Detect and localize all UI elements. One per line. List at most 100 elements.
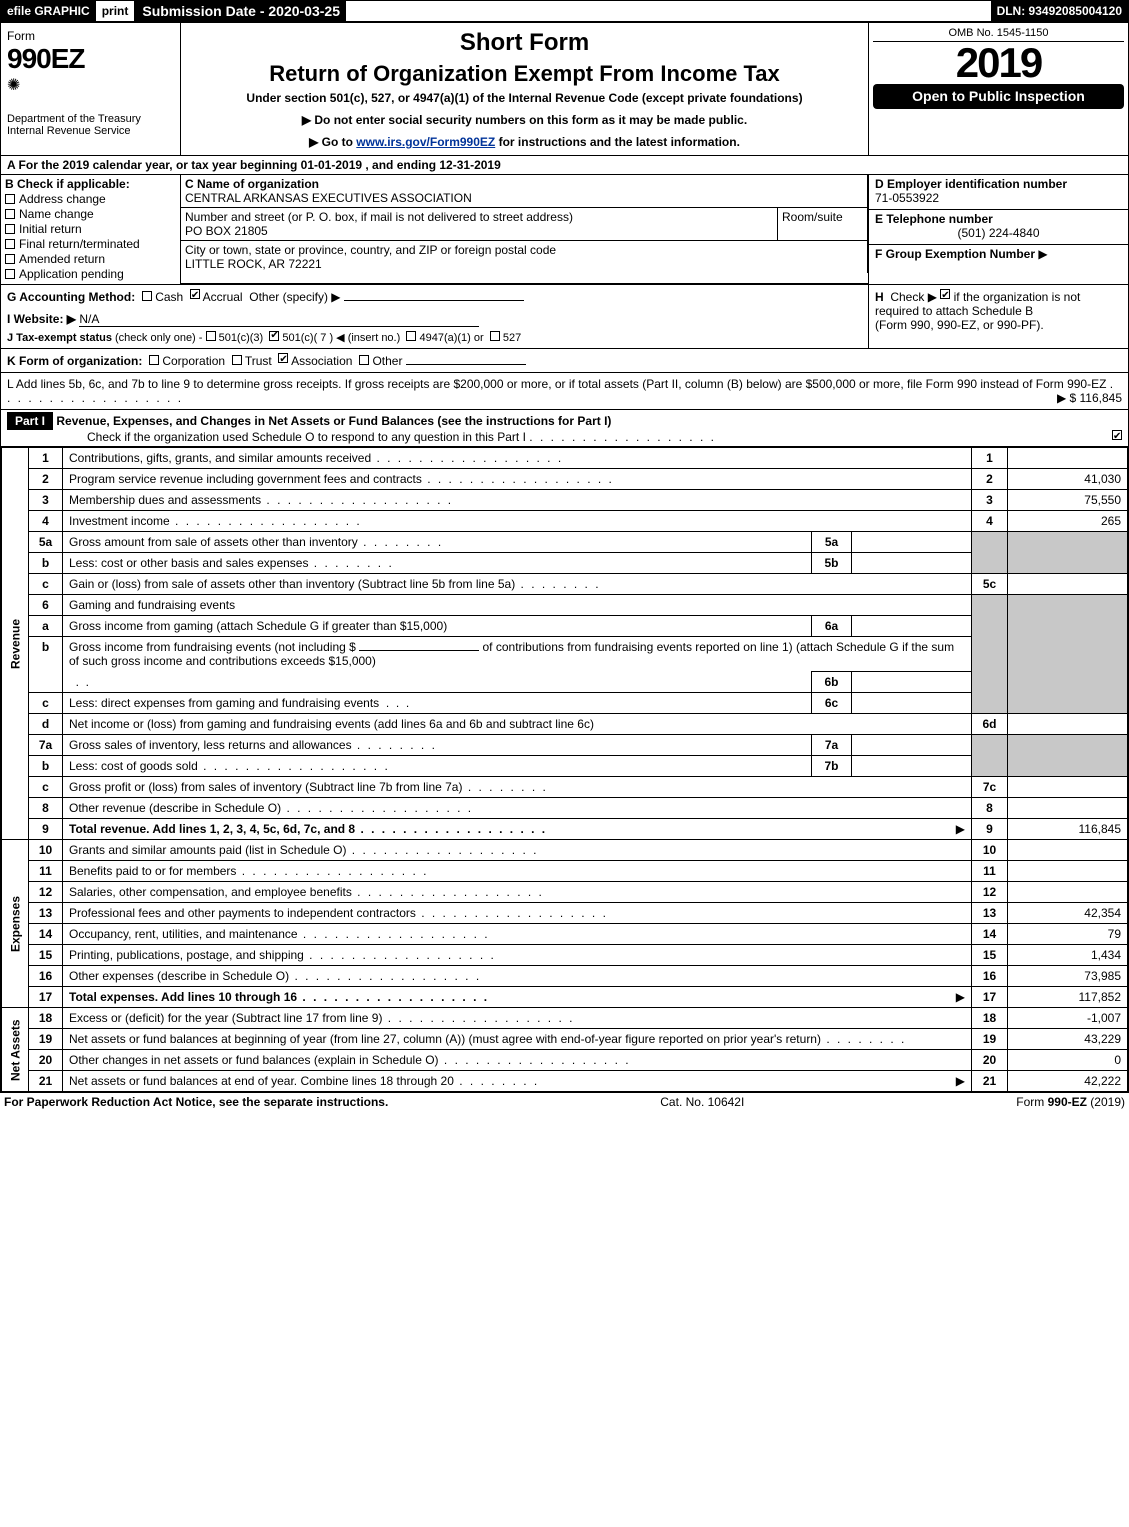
chk-application-pending[interactable] [5, 269, 15, 279]
spacer [346, 1, 991, 21]
line-19-amt: 43,229 [1008, 1029, 1128, 1050]
i-website: N/A [79, 312, 479, 327]
line-6c-num: c [29, 693, 63, 714]
line-5b-text: Less: cost or other basis and sales expe… [69, 556, 394, 570]
line-19-text: Net assets or fund balances at beginning… [69, 1032, 906, 1046]
line-11-amt [1008, 861, 1128, 882]
line-8-num: 8 [29, 798, 63, 819]
line-10-num: 10 [29, 840, 63, 861]
form-table: Form 990EZ ✺ Department of the Treasury … [0, 22, 1129, 1093]
chk-cash[interactable] [142, 291, 152, 301]
line-7b-text: Less: cost of goods sold [69, 759, 390, 773]
chk-trust[interactable] [232, 355, 242, 365]
part1-header: Part I Revenue, Expenses, and Changes in… [1, 410, 1129, 447]
chk-address-change[interactable] [5, 194, 15, 204]
line-6c-text: Less: direct expenses from gaming and fu… [69, 696, 379, 710]
line-6-desc: Gaming and fundraising events [63, 595, 972, 616]
c-street-value: PO BOX 21805 [185, 224, 268, 238]
section-b-title: B Check if applicable: [5, 177, 176, 191]
footer-cat: Cat. No. 10642I [660, 1095, 744, 1109]
note-ssn: ▶ Do not enter social security numbers o… [191, 113, 858, 127]
form-number: 990EZ [7, 43, 174, 75]
line-13-text: Professional fees and other payments to … [69, 906, 608, 920]
line-11-text: Benefits paid to or for members [69, 864, 428, 878]
grey-cell [1008, 735, 1128, 777]
line-9-num: 9 [29, 819, 63, 840]
line-6b-subamt [852, 672, 972, 693]
line-13-desc: Professional fees and other payments to … [63, 903, 972, 924]
chk-initial-return[interactable] [5, 224, 15, 234]
short-form-title: Short Form [191, 29, 858, 57]
line-16-r: 16 [972, 966, 1008, 987]
chk-amended-return[interactable] [5, 254, 15, 264]
chk-final-return[interactable] [5, 239, 15, 249]
line-11-desc: Benefits paid to or for members [63, 861, 972, 882]
line-18-text: Excess or (deficit) for the year (Subtra… [69, 1011, 574, 1025]
chk-501c3[interactable] [206, 331, 216, 341]
c-street-label: Number and street (or P. O. box, if mail… [185, 210, 573, 224]
irs-link[interactable]: www.irs.gov/Form990EZ [356, 135, 495, 149]
line-1-num: 1 [29, 448, 63, 469]
irs-icon: ✺ [7, 75, 174, 95]
line-14-desc: Occupancy, rent, utilities, and maintena… [63, 924, 972, 945]
chk-501c[interactable] [269, 331, 279, 341]
department-label: Department of the Treasury [7, 113, 174, 125]
other-specify-field[interactable] [344, 300, 524, 301]
line-10-r: 10 [972, 840, 1008, 861]
line-6b-text1: Gross income from fundraising events (no… [69, 640, 356, 654]
line-16-text: Other expenses (describe in Schedule O) [69, 969, 481, 983]
chk-527[interactable] [490, 331, 500, 341]
chk-accrual[interactable] [190, 289, 200, 299]
chk-name-change[interactable] [5, 209, 15, 219]
triangle-icon: ▶ [956, 990, 965, 1004]
line-14-num: 14 [29, 924, 63, 945]
line-6b-cont: . . [63, 672, 812, 693]
lbl-501c: 501(c)( 7 ) ◀ (insert no.) [282, 332, 400, 344]
line-6b-blank[interactable] [359, 650, 479, 651]
h-check-text: Check ▶ [890, 290, 937, 304]
line-6b-num: b [29, 637, 63, 693]
line-4-num: 4 [29, 511, 63, 532]
grey-cell [972, 532, 1008, 574]
line-5a-num: 5a [29, 532, 63, 553]
print-button[interactable]: print [96, 1, 137, 21]
footer-left: For Paperwork Reduction Act Notice, see … [4, 1095, 388, 1109]
row-h: H Check ▶ if the organization is not req… [869, 285, 1129, 349]
chk-4947[interactable] [406, 331, 416, 341]
line-7c-amt [1008, 777, 1128, 798]
form-label: Form [7, 29, 174, 43]
note-goto-post: for instructions and the latest informat… [499, 135, 740, 149]
line-19-desc: Net assets or fund balances at beginning… [63, 1029, 972, 1050]
chk-schedule-o[interactable] [1112, 430, 1122, 440]
chk-association[interactable] [278, 353, 288, 363]
line-5b-num: b [29, 553, 63, 574]
line-5b-subnum: 5b [812, 553, 852, 574]
dots [529, 430, 716, 444]
dln: DLN: 93492085004120 [991, 1, 1128, 21]
line-18-num: 18 [29, 1008, 63, 1029]
line-17-text: Total expenses. Add lines 10 through 16 [69, 990, 489, 1004]
lbl-application-pending: Application pending [19, 267, 124, 281]
line-7a-num: 7a [29, 735, 63, 756]
grey-cell [1008, 595, 1128, 714]
lbl-accrual: Accrual [203, 290, 243, 304]
line-14-r: 14 [972, 924, 1008, 945]
l-text: L Add lines 5b, 6c, and 7b to line 9 to … [7, 377, 1106, 391]
line-15-num: 15 [29, 945, 63, 966]
line-6d-amt [1008, 714, 1128, 735]
line-5a-subamt [852, 532, 972, 553]
line-5b-subamt [852, 553, 972, 574]
chk-other-org[interactable] [359, 355, 369, 365]
other-org-field[interactable] [406, 364, 526, 365]
chk-h[interactable] [940, 289, 950, 299]
lbl-address-change: Address change [19, 192, 106, 206]
line-19-num: 19 [29, 1029, 63, 1050]
line-2-r: 2 [972, 469, 1008, 490]
line-20-r: 20 [972, 1050, 1008, 1071]
line-20-num: 20 [29, 1050, 63, 1071]
line-17-num: 17 [29, 987, 63, 1008]
line-18-r: 18 [972, 1008, 1008, 1029]
line-21-text: Net assets or fund balances at end of ye… [69, 1074, 539, 1088]
chk-corporation[interactable] [149, 355, 159, 365]
line-20-text: Other changes in net assets or fund bala… [69, 1053, 631, 1067]
